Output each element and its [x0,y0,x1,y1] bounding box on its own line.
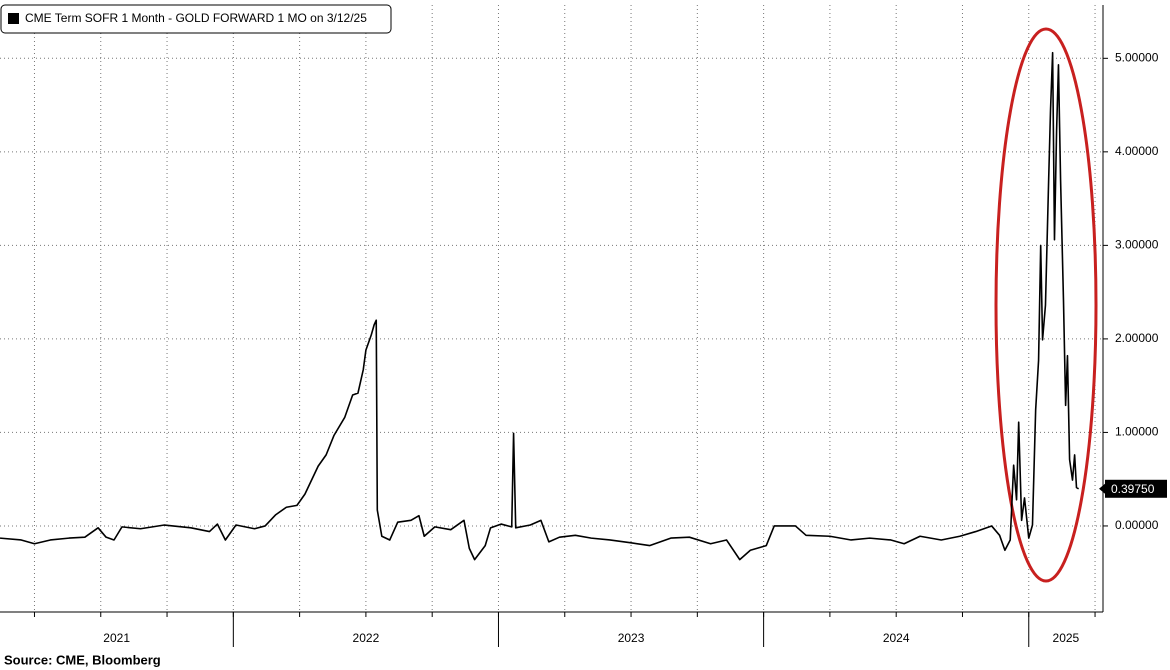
grid [0,5,1103,612]
x-tick-label: 2025 [1053,631,1080,645]
legend-label: CME Term SOFR 1 Month - GOLD FORWARD 1 M… [25,11,367,25]
last-value-label: 0.39750 [1111,482,1155,496]
y-tick-label: 2.00000 [1115,331,1159,345]
y-tick-label: 0.00000 [1115,518,1159,532]
x-tick-label: 2022 [353,631,380,645]
x-tick-label: 2021 [103,631,130,645]
y-tick-label: 4.00000 [1115,144,1159,158]
y-tick-label: 5.00000 [1115,50,1159,64]
x-tick-label: 2023 [618,631,645,645]
legend-swatch [8,13,19,24]
highlight-ellipse [994,27,1098,583]
x-tick-label: 2024 [883,631,910,645]
last-value-box [1105,479,1167,498]
y-tick-label: 3.00000 [1115,238,1159,252]
legend-box [0,4,392,34]
series-line [0,51,1079,561]
y-tick-label: 1.00000 [1115,425,1159,439]
last-value-pointer [1099,483,1105,494]
source: Source: CME, Bloomberg [4,652,161,667]
